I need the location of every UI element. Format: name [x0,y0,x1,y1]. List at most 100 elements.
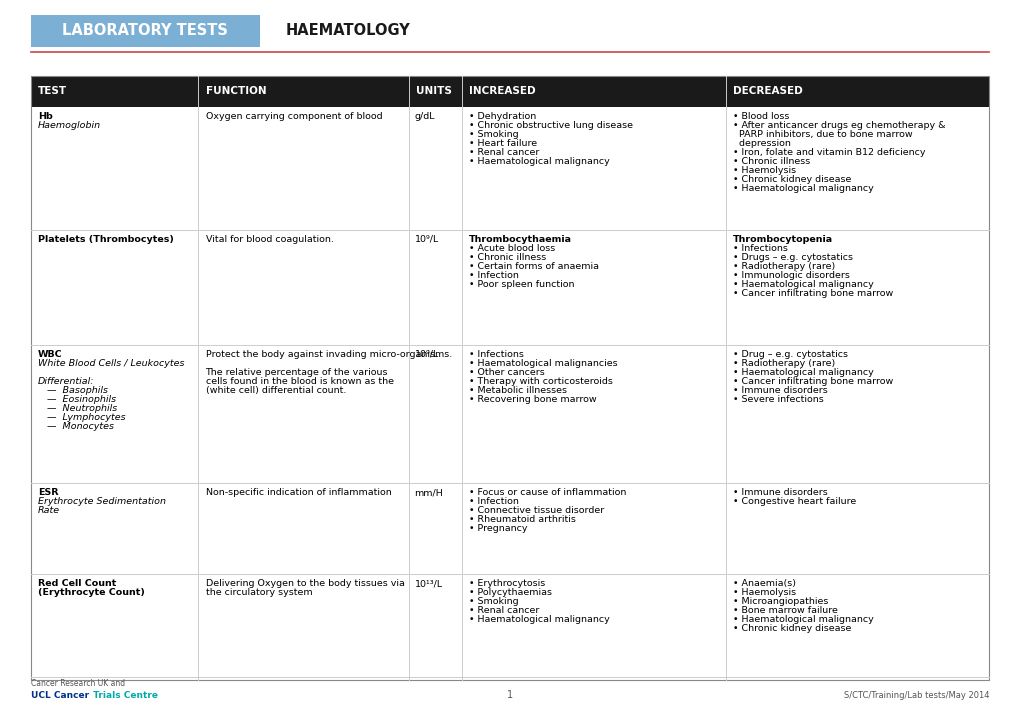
Text: depression: depression [732,139,790,148]
Text: • Haematological malignancies: • Haematological malignancies [469,359,618,368]
Text: HAEMATOLOGY: HAEMATOLOGY [285,24,410,38]
Text: Erythrocyte Sedimentation: Erythrocyte Sedimentation [38,497,165,506]
Text: • Connective tissue disorder: • Connective tissue disorder [469,506,604,515]
Text: • Radiotherapy (rare): • Radiotherapy (rare) [732,359,835,368]
Text: —  Lymphocytes: — Lymphocytes [38,413,125,422]
Text: • Acute blood loss: • Acute blood loss [469,244,555,253]
Text: • Haematological malignancy: • Haematological malignancy [469,615,609,624]
Text: • Smoking: • Smoking [469,597,519,606]
Text: • Heart failure: • Heart failure [469,139,537,148]
Text: • Haematological malignancy: • Haematological malignancy [732,368,872,377]
Text: —  Neutrophils: — Neutrophils [38,404,117,413]
Text: • Immune disorders: • Immune disorders [732,386,826,395]
Text: Platelets (Thrombocytes): Platelets (Thrombocytes) [38,235,173,244]
Text: • Renal cancer: • Renal cancer [469,148,539,157]
Text: • Microangiopathies: • Microangiopathies [732,597,827,606]
Text: • Iron, folate and vitamin B12 deficiency: • Iron, folate and vitamin B12 deficienc… [732,148,924,157]
Text: • Chronic kidney disease: • Chronic kidney disease [732,175,851,184]
Text: • Pregnancy: • Pregnancy [469,524,527,533]
Text: (white cell) differential count.: (white cell) differential count. [206,386,345,395]
Text: —  Eosinophils: — Eosinophils [38,395,116,404]
Text: • Other cancers: • Other cancers [469,368,544,377]
Text: FUNCTION: FUNCTION [206,86,266,96]
Text: White Blood Cells / Leukocytes: White Blood Cells / Leukocytes [38,359,184,368]
Text: • Cancer infiltrating bone marrow: • Cancer infiltrating bone marrow [732,377,893,386]
Text: 10¹³/L: 10¹³/L [414,579,442,588]
Text: • Severe infections: • Severe infections [732,395,822,404]
Text: TEST: TEST [38,86,67,96]
Text: —  Basophils: — Basophils [38,386,108,395]
Text: • Poor spleen function: • Poor spleen function [469,280,574,289]
Text: • Focus or cause of inflammation: • Focus or cause of inflammation [469,488,626,497]
Text: UNITS: UNITS [416,86,451,96]
Text: INCREASED: INCREASED [469,86,535,96]
Text: • Haematological malignancy: • Haematological malignancy [469,157,609,166]
Text: S/CTC/Training/Lab tests/May 2014: S/CTC/Training/Lab tests/May 2014 [843,691,988,700]
Text: Cancer Research UK and: Cancer Research UK and [31,680,124,688]
Text: • Chronic obstructive lung disease: • Chronic obstructive lung disease [469,121,633,130]
Text: • Bone marrow failure: • Bone marrow failure [732,606,837,615]
Text: • Renal cancer: • Renal cancer [469,606,539,615]
Text: • Haemolysis: • Haemolysis [732,166,795,175]
Text: 1: 1 [506,690,513,700]
Text: • Polycythaemias: • Polycythaemias [469,588,551,597]
Text: • Certain forms of anaemia: • Certain forms of anaemia [469,262,598,271]
FancyBboxPatch shape [31,15,260,47]
Text: Thrombocytopenia: Thrombocytopenia [732,235,833,244]
Text: g/dL: g/dL [414,112,434,121]
Text: Red Cell Count: Red Cell Count [38,579,116,588]
Text: • Anaemia(s): • Anaemia(s) [732,579,795,588]
Text: • After anticancer drugs eg chemotherapy &: • After anticancer drugs eg chemotherapy… [732,121,945,130]
Text: PARP inhibitors, due to bone marrow: PARP inhibitors, due to bone marrow [732,130,912,139]
Text: the circulatory system: the circulatory system [206,588,312,597]
Text: ESR: ESR [38,488,58,497]
Text: WBC: WBC [38,350,62,359]
Text: • Haematological malignancy: • Haematological malignancy [732,184,872,193]
Text: • Chronic illness: • Chronic illness [469,253,546,262]
Text: Non-specific indication of inflammation: Non-specific indication of inflammation [206,488,391,497]
Text: • Erythrocytosis: • Erythrocytosis [469,579,545,588]
Text: cells found in the blood is known as the: cells found in the blood is known as the [206,377,393,386]
Text: (Erythrocyte Count): (Erythrocyte Count) [38,588,145,597]
Text: • Congestive heart failure: • Congestive heart failure [732,497,855,506]
Text: • Blood loss: • Blood loss [732,112,789,121]
Text: • Dehydration: • Dehydration [469,112,536,121]
Text: Vital for blood coagulation.: Vital for blood coagulation. [206,235,333,244]
Text: • Cancer infiltrating bone marrow: • Cancer infiltrating bone marrow [732,289,893,298]
Text: • Recovering bone marrow: • Recovering bone marrow [469,395,596,404]
Text: Oxygen carrying component of blood: Oxygen carrying component of blood [206,112,382,121]
Text: • Chronic illness: • Chronic illness [732,157,809,166]
Text: DECREASED: DECREASED [732,86,802,96]
Text: • Haematological malignancy: • Haematological malignancy [732,280,872,289]
Text: • Immunologic disorders: • Immunologic disorders [732,271,849,280]
Text: UCL Cancer: UCL Cancer [31,691,89,700]
Text: • Chronic kidney disease: • Chronic kidney disease [732,624,851,633]
Text: • Immune disorders: • Immune disorders [732,488,826,497]
Text: LABORATORY TESTS: LABORATORY TESTS [62,24,228,38]
Text: • Therapy with corticosteroids: • Therapy with corticosteroids [469,377,612,386]
Text: Haemoglobin: Haemoglobin [38,121,101,130]
Text: • Drugs – e.g. cytostatics: • Drugs – e.g. cytostatics [732,253,852,262]
Text: Trials Centre: Trials Centre [90,691,158,700]
Text: Differential:: Differential: [38,377,94,386]
Text: —  Monocytes: — Monocytes [38,422,114,431]
Text: Rate: Rate [38,506,60,515]
Text: • Radiotherapy (rare): • Radiotherapy (rare) [732,262,835,271]
Text: • Drug – e.g. cytostatics: • Drug – e.g. cytostatics [732,350,847,359]
Text: Hb: Hb [38,112,52,121]
Text: • Infection: • Infection [469,271,519,280]
Text: Thrombocythaemia: Thrombocythaemia [469,235,572,244]
Text: Delivering Oxygen to the body tissues via: Delivering Oxygen to the body tissues vi… [206,579,404,588]
Text: • Rheumatoid arthritis: • Rheumatoid arthritis [469,515,576,524]
Text: 10⁹/L: 10⁹/L [414,350,438,359]
FancyBboxPatch shape [31,76,988,107]
Text: • Infections: • Infections [732,244,787,253]
Text: • Haemolysis: • Haemolysis [732,588,795,597]
Text: mm/H: mm/H [414,488,442,497]
Text: • Infection: • Infection [469,497,519,506]
Text: • Haematological malignancy: • Haematological malignancy [732,615,872,624]
Text: The relative percentage of the various: The relative percentage of the various [206,368,387,377]
Text: • Infections: • Infections [469,350,524,359]
Text: • Metabolic illnesses: • Metabolic illnesses [469,386,567,395]
Text: • Smoking: • Smoking [469,130,519,139]
